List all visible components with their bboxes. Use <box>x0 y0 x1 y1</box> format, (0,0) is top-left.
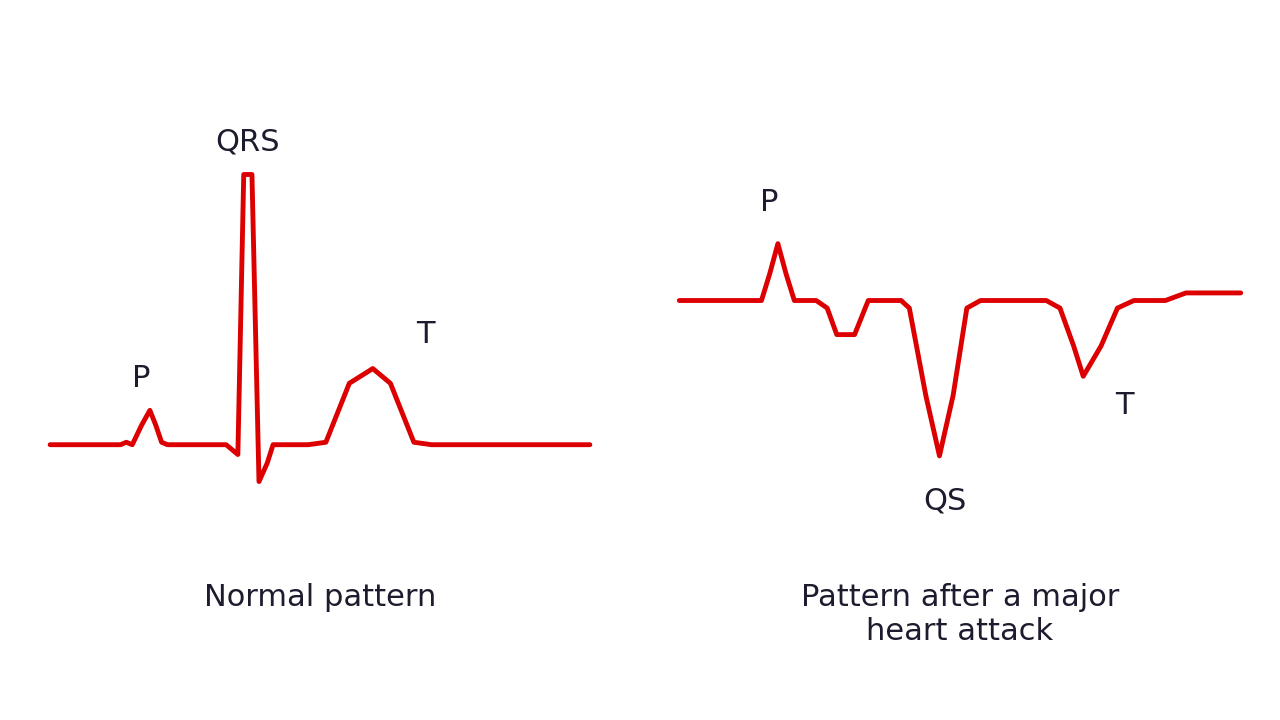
Text: P: P <box>760 188 778 217</box>
Text: T: T <box>416 320 435 349</box>
Text: T: T <box>1115 392 1134 420</box>
Text: QRS: QRS <box>215 127 279 156</box>
Text: QS: QS <box>923 486 966 516</box>
Text: Normal pattern: Normal pattern <box>204 583 436 612</box>
Text: P: P <box>132 364 151 393</box>
Text: Pattern after a major
heart attack: Pattern after a major heart attack <box>801 583 1119 646</box>
